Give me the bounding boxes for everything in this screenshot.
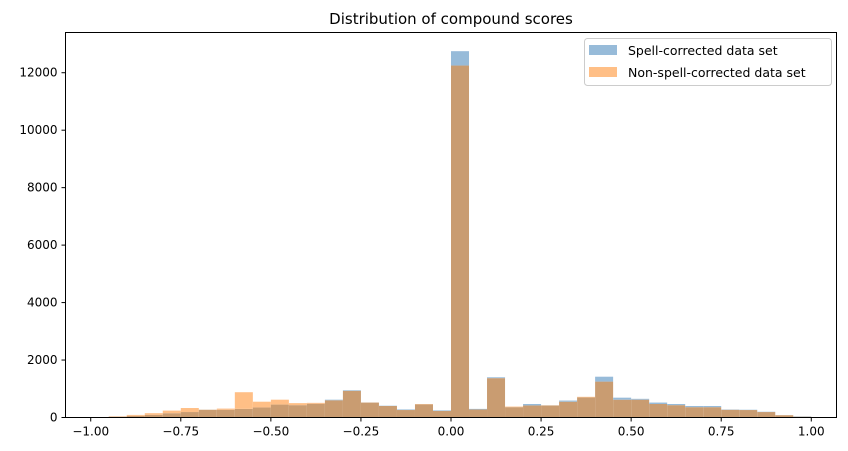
bar-overlap (360, 402, 379, 418)
bar-overlap (432, 410, 451, 418)
legend-label-spell-corrected: Spell-corrected data set (628, 43, 778, 58)
bar-overlap (342, 390, 361, 418)
bar-overlap (270, 404, 289, 418)
bar-overlap (559, 401, 578, 418)
bar-overlap (469, 409, 488, 418)
bar-spell-corrected (595, 376, 614, 382)
bar-overlap (631, 399, 650, 418)
bar-spell-corrected (703, 406, 722, 408)
bar-overlap (306, 403, 325, 418)
bar-spell-corrected (649, 402, 668, 404)
bar-non-spell-corrected (162, 410, 181, 414)
legend-swatch-spell-corrected (589, 45, 617, 55)
bar-overlap (451, 65, 470, 418)
x-tick-label: −0.50 (252, 425, 289, 439)
x-tick-label: −1.00 (72, 425, 109, 439)
bar-overlap (198, 409, 217, 418)
bar-spell-corrected (613, 397, 632, 400)
y-tick-label: 4000 (27, 296, 58, 310)
x-tick-label: −0.25 (343, 425, 380, 439)
bar-spell-corrected (432, 410, 451, 411)
bar-spell-corrected (487, 377, 506, 379)
bar-overlap (667, 405, 686, 418)
bar-overlap (613, 399, 632, 418)
bar-overlap (523, 405, 542, 418)
x-tick-label: 0.50 (618, 425, 645, 439)
bar-non-spell-corrected (234, 392, 253, 409)
bar-non-spell-corrected (126, 414, 145, 416)
bar-overlap (577, 397, 596, 418)
y-tick-label: 8000 (27, 181, 58, 195)
bar-spell-corrected (631, 398, 650, 400)
bar-overlap (144, 414, 163, 418)
bar-overlap (252, 407, 271, 418)
bar-spell-corrected (469, 408, 488, 410)
legend-swatch-non-spell-corrected (589, 67, 617, 77)
bar-overlap (234, 408, 253, 418)
bar-overlap (505, 407, 524, 418)
legend: Spell-corrected data set Non-spell-corre… (584, 38, 832, 86)
legend-box (584, 38, 832, 86)
bar-overlap (739, 410, 758, 418)
bar-spell-corrected (396, 409, 415, 411)
x-tick-label: 0.75 (708, 425, 735, 439)
bar-overlap (541, 405, 560, 418)
y-tick-label: 0 (50, 411, 58, 425)
bar-overlap (595, 381, 614, 418)
bar-overlap (757, 412, 776, 418)
bar-non-spell-corrected (577, 396, 596, 398)
bar-non-spell-corrected (180, 408, 199, 413)
bar-spell-corrected (324, 399, 343, 401)
chart-title: Distribution of compound scores (329, 10, 573, 28)
bar-overlap (216, 409, 235, 418)
bar-overlap (396, 410, 415, 418)
bar-overlap (162, 413, 181, 418)
bar-spell-corrected (685, 406, 704, 408)
bar-spell-corrected (342, 390, 361, 391)
legend-label-non-spell-corrected: Non-spell-corrected data set (628, 65, 806, 80)
bar-non-spell-corrected (144, 413, 163, 415)
bar-non-spell-corrected (252, 401, 271, 408)
bar-overlap (288, 405, 307, 418)
bar-spell-corrected (559, 400, 578, 402)
bar-overlap (414, 404, 433, 418)
x-tick-label: 0.25 (528, 425, 555, 439)
bar-overlap (126, 415, 145, 418)
bar-non-spell-corrected (270, 399, 289, 405)
bar-overlap (721, 409, 740, 418)
bar-overlap (649, 403, 668, 418)
bar-spell-corrected (451, 51, 470, 66)
x-tick-label: −0.75 (162, 425, 199, 439)
bar-overlap (378, 406, 397, 418)
x-axis-ticks: −1.00 −0.75 −0.50 −0.25 0.00 0.25 0.50 0.75 1.00 (72, 417, 825, 439)
bar-non-spell-corrected (288, 403, 307, 406)
y-tick-label: 12000 (19, 66, 57, 80)
x-tick-label: 0.00 (438, 425, 465, 439)
bar-overlap (703, 407, 722, 418)
y-tick-label: 6000 (27, 238, 58, 252)
bar-overlap (324, 400, 343, 418)
bars-layer (108, 51, 812, 418)
y-tick-label: 2000 (27, 353, 58, 367)
bar-non-spell-corrected (505, 406, 524, 408)
bar-non-spell-corrected (306, 402, 325, 404)
bar-non-spell-corrected (216, 408, 235, 410)
bar-overlap (775, 415, 794, 418)
bar-overlap (180, 412, 199, 418)
bar-overlap (685, 407, 704, 418)
y-axis-ticks: 0 2000 4000 6000 8000 10000 12000 (19, 66, 66, 425)
bar-spell-corrected (667, 403, 686, 406)
bar-spell-corrected (523, 403, 542, 406)
y-tick-label: 10000 (19, 123, 57, 137)
x-tick-label: 1.00 (798, 425, 825, 439)
bar-overlap (487, 378, 506, 418)
